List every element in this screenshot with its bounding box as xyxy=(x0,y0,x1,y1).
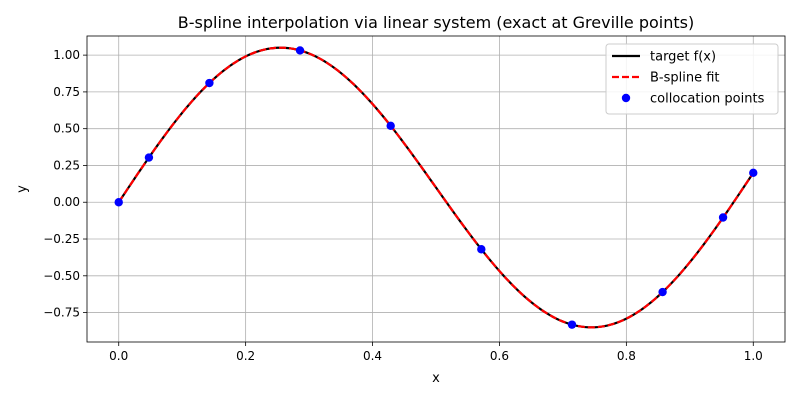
x-axis-label: x xyxy=(432,371,440,386)
legend-target-label: target f(x) xyxy=(650,50,716,65)
collocation-point xyxy=(658,288,666,296)
x-tick-label: 0.8 xyxy=(617,349,636,363)
collocation-point xyxy=(719,213,727,221)
x-tick-label: 0.2 xyxy=(236,349,255,363)
legend-points-swatch xyxy=(622,94,630,102)
collocation-point xyxy=(749,169,757,177)
y-tick-label: 0.50 xyxy=(53,122,80,136)
y-axis-label: y xyxy=(15,185,30,193)
y-tick-label: 0.25 xyxy=(53,158,80,172)
legend-spline-label: B-spline fit xyxy=(650,71,720,86)
y-tick-label: −0.75 xyxy=(43,306,80,320)
x-tick-label: 0.6 xyxy=(490,349,509,363)
collocation-point xyxy=(115,198,123,206)
y-tick-label: −0.25 xyxy=(43,232,80,246)
y-tick-label: 1.00 xyxy=(53,48,80,62)
legend: target f(x) B-spline fit collocation poi… xyxy=(606,44,778,114)
collocation-point xyxy=(205,79,213,87)
x-tick-label: 0.0 xyxy=(109,349,128,363)
legend-points-label: collocation points xyxy=(650,92,765,107)
x-tick-label: 0.4 xyxy=(363,349,382,363)
collocation-point xyxy=(145,153,153,161)
collocation-point xyxy=(386,122,394,130)
y-tick-label: 0.75 xyxy=(53,85,80,99)
x-tick-label: 1.0 xyxy=(744,349,763,363)
collocation-point xyxy=(568,320,576,328)
chart-title: B-spline interpolation via linear system… xyxy=(178,13,694,32)
collocation-point xyxy=(477,245,485,253)
collocation-point xyxy=(296,46,304,54)
y-tick-label: 0.00 xyxy=(53,195,80,209)
y-tick-label: −0.50 xyxy=(43,269,80,283)
